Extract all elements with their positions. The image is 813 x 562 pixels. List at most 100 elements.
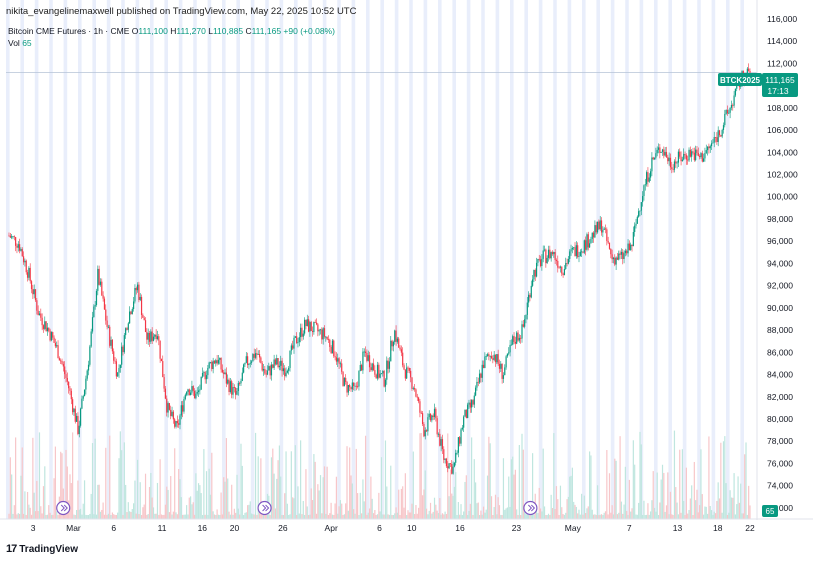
candle-body: [441, 439, 444, 450]
candle-body: [11, 236, 13, 238]
candle-body: [68, 381, 70, 389]
candle-body: [643, 185, 645, 197]
candle-body: [529, 294, 531, 298]
candle-body: [361, 365, 363, 371]
candle-body: [472, 400, 474, 405]
volume-bar: [258, 511, 261, 519]
candle-body: [684, 153, 686, 156]
candle-body: [143, 317, 145, 321]
candle-body: [433, 408, 436, 417]
volume-bar: [174, 448, 176, 519]
volume-bar: [48, 505, 50, 519]
candle-body: [695, 149, 697, 161]
volume-bar: [310, 488, 312, 519]
candle-body: [15, 237, 17, 246]
volume-bar: [94, 438, 96, 519]
candle-body: [257, 353, 259, 355]
event-markers[interactable]: [56, 500, 538, 516]
candle-body: [714, 137, 717, 138]
volume-bar: [546, 514, 548, 519]
symbol-legend[interactable]: Bitcoin CME Futures · 1h · CME O111,100 …: [8, 26, 335, 36]
candle-body: [376, 364, 379, 379]
candle-body: [221, 369, 224, 373]
candle-body: [264, 368, 266, 374]
event-marker-icon[interactable]: [523, 500, 538, 516]
volume-bar: [543, 506, 546, 519]
volume-bar: [368, 508, 371, 519]
candle-body: [357, 385, 359, 387]
candle-body: [410, 370, 412, 378]
candle-body: [440, 439, 442, 446]
candle-body: [547, 249, 550, 258]
volume-bar: [550, 494, 552, 519]
candle-body: [513, 336, 515, 342]
volume-bar: [280, 476, 282, 519]
candle-body: [404, 369, 406, 379]
candle-body: [622, 251, 624, 260]
volume-bar: [288, 514, 290, 519]
grid-band: [726, 0, 730, 519]
volume-bar: [338, 506, 340, 519]
volume-bar: [105, 447, 107, 519]
candle-body: [701, 153, 703, 162]
candle-body: [640, 202, 642, 211]
tradingview-brand[interactable]: 17 TradingView: [6, 543, 78, 555]
volume-bar: [473, 459, 475, 519]
volume-bar: [227, 478, 229, 519]
volume-bar: [229, 514, 231, 519]
candle-body: [167, 403, 169, 413]
volume-bar: [533, 514, 535, 519]
grid-band: [6, 0, 10, 519]
candle-body: [490, 355, 493, 359]
candle-body: [718, 130, 721, 136]
candle-body: [245, 356, 247, 363]
volume-bar: [208, 468, 210, 519]
candle-body: [123, 335, 125, 353]
volume-bar: [406, 514, 408, 519]
volume-bar: [384, 440, 387, 519]
candle-body: [383, 370, 385, 387]
candle-body: [24, 260, 26, 263]
grid-band: [135, 0, 140, 519]
volume-bar: [164, 504, 167, 519]
volume-legend[interactable]: Vol 65: [8, 38, 32, 48]
volume-bar: [431, 513, 433, 519]
volume-bar: [644, 514, 646, 519]
candle-body: [619, 253, 621, 255]
x-tick-label: 23: [512, 523, 522, 533]
candle-body: [192, 386, 194, 391]
candle-body: [391, 340, 393, 347]
candle-body: [648, 177, 650, 182]
volume-bar: [257, 456, 259, 519]
candle-body: [33, 289, 35, 295]
candle-body: [535, 262, 538, 277]
candle-body: [280, 360, 282, 366]
volume-bar: [106, 514, 108, 519]
time-axis[interactable]: 3 Mar 6 11 16 20 26 Apr 6 10 16 23 May 7 13 18 22: [31, 523, 755, 533]
volume-bar: [672, 514, 674, 519]
candle-body: [732, 104, 734, 106]
candle-body: [749, 70, 751, 73]
volume-bar: [87, 514, 90, 519]
candle-body: [728, 112, 730, 114]
volume-bar: [738, 502, 740, 519]
volume-bar: [693, 461, 695, 519]
candle-body: [396, 338, 398, 342]
volume-bar: [615, 460, 617, 519]
legend-open-label: O: [131, 26, 139, 36]
candle-body: [29, 267, 31, 282]
volume-bar: [313, 454, 315, 519]
event-marker-icon[interactable]: [257, 500, 272, 516]
volume-bar: [146, 514, 148, 519]
candle-body: [288, 367, 290, 371]
volume-bar: [158, 514, 160, 519]
event-marker-icon[interactable]: [56, 500, 71, 516]
candle-body: [514, 341, 516, 344]
candle-body: [554, 252, 556, 260]
volume-bar: [508, 476, 510, 519]
volume-bar: [622, 513, 624, 519]
grid-band: [495, 0, 500, 519]
candle-body: [449, 463, 452, 465]
candle-body: [541, 258, 543, 267]
